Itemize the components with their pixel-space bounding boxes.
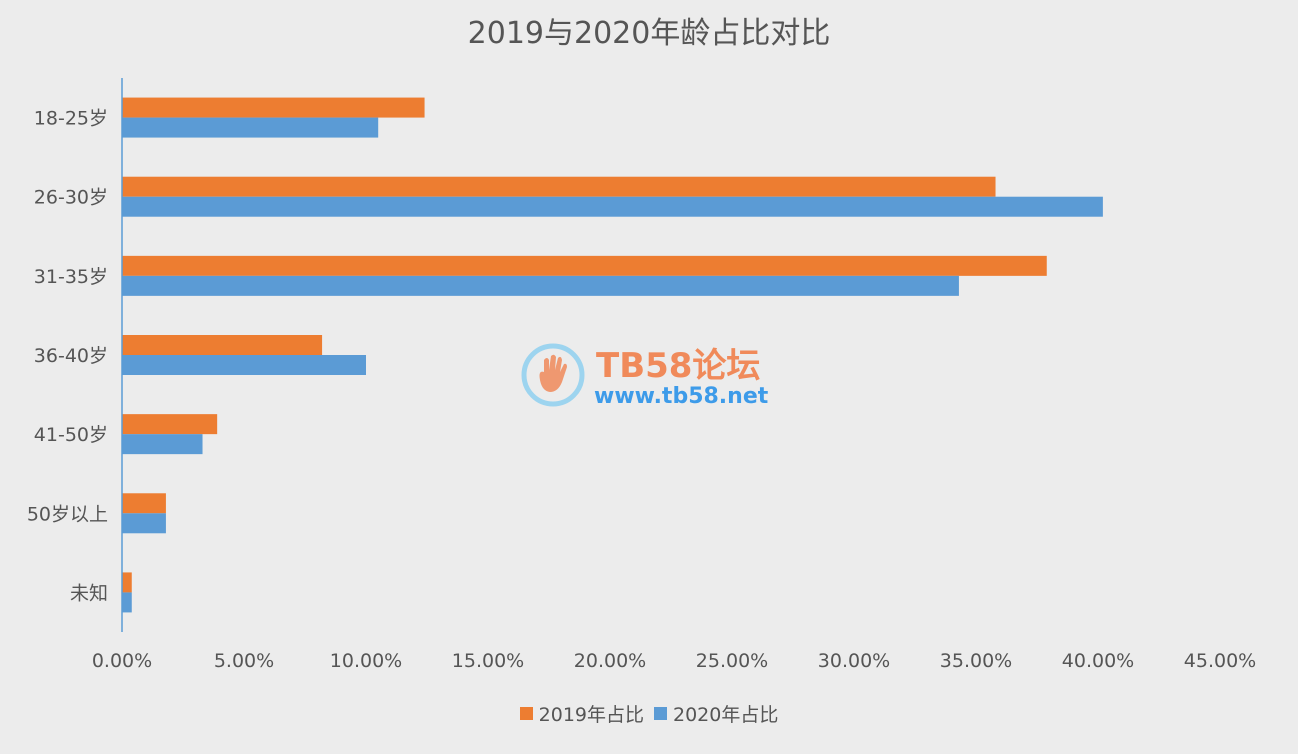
x-tick-label: 35.00%	[940, 650, 1012, 672]
bar-2019-5	[122, 493, 166, 514]
x-tick-label: 15.00%	[452, 650, 524, 672]
legend-swatch-2019	[519, 707, 533, 720]
bar-2020-6	[122, 592, 132, 613]
x-tick-label: 40.00%	[1062, 650, 1134, 672]
bar-2020-2	[122, 275, 959, 296]
legend-swatch-2020	[654, 707, 667, 720]
x-tick-label: 30.00%	[818, 650, 890, 672]
bar-2020-1	[122, 196, 1103, 217]
x-tick-label: 10.00%	[330, 650, 402, 672]
y-tick-label: 26-30岁	[34, 187, 108, 209]
bar-2020-3	[122, 355, 366, 375]
bar-2020-5	[122, 513, 166, 534]
y-tick-label: 50岁以上	[27, 503, 108, 525]
x-tick-label: 5.00%	[214, 650, 274, 672]
legend-label-2019: 2019年占比	[538, 704, 644, 726]
x-tick-label: 0.00%	[92, 650, 152, 672]
legend-item-2019: 2019年占比	[519, 700, 644, 727]
y-tick-label: 41-50岁	[34, 424, 108, 446]
bar-2019-2	[122, 255, 1047, 276]
legend-label-2020: 2020年占比	[673, 704, 779, 726]
y-tick-label: 36-40岁	[34, 345, 108, 367]
chart-title: 2019与2020年龄占比对比	[467, 16, 831, 51]
x-tick-label: 45.00%	[1184, 650, 1256, 672]
bar-2019-1	[122, 176, 996, 197]
bar-2019-0	[122, 97, 425, 118]
bar-2019-3	[122, 335, 323, 355]
y-tick-label: 31-35岁	[34, 266, 108, 288]
y-tick-label: 18-25岁	[34, 108, 108, 130]
y-tick-label: 未知	[70, 582, 108, 604]
bar-2019-6	[122, 572, 132, 593]
x-tick-label: 25.00%	[696, 650, 768, 672]
legend: 2019年占比 2020年占比	[0, 700, 1298, 727]
bar-2020-0	[122, 117, 379, 138]
x-tick-label: 20.00%	[574, 650, 646, 672]
legend-item-2020: 2020年占比	[654, 700, 778, 727]
bar-2020-4	[122, 434, 203, 455]
bar-2019-4	[122, 414, 218, 435]
